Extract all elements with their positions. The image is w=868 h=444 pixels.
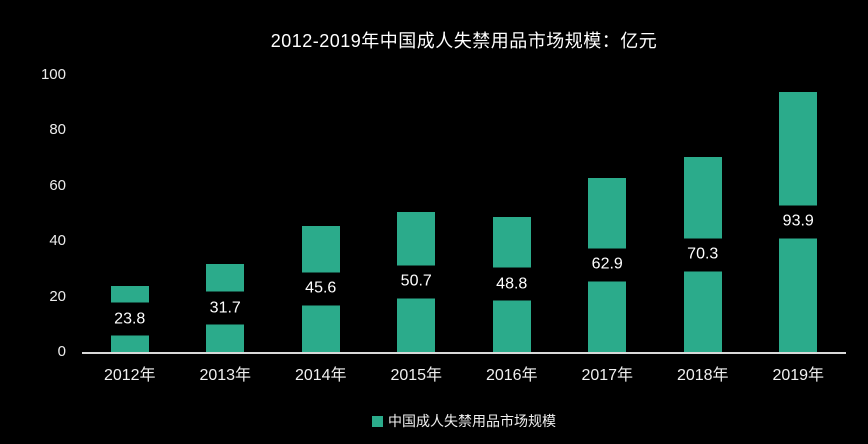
bar-label-band: 45.6 <box>300 272 341 306</box>
bar: 23.8 <box>109 286 150 352</box>
bar-label-band: 62.9 <box>587 248 628 282</box>
bar: 70.3 <box>682 157 723 352</box>
x-tick-label: 2018年 <box>676 367 729 384</box>
y-tick-label: 40 <box>49 232 66 250</box>
x-tick-label: 2014年 <box>294 367 347 384</box>
x-tick-label: 2016年 <box>485 367 538 384</box>
y-tick-label: 0 <box>57 343 66 360</box>
y-tick-label: 60 <box>49 176 66 194</box>
legend-swatch-icon <box>372 415 383 427</box>
bar-label-band: 50.7 <box>396 265 437 299</box>
bar: 93.9 <box>778 91 819 352</box>
y-tick-label: 20 <box>49 287 66 305</box>
plot-area: 23.8 31.7 45.6 50.7 48.8 62.9 70.3 93.9 <box>82 75 846 352</box>
bar-value-label: 31.7 <box>209 299 241 317</box>
x-tick-label: 2012年 <box>103 367 156 384</box>
bar: 62.9 <box>587 177 628 352</box>
bar-value-label: 70.3 <box>687 245 719 263</box>
x-axis-labels: 2012年 2013年 2014年 2015年 2016年 2017年 2018年 2019年 <box>82 366 846 386</box>
x-tick-label: 2019年 <box>772 367 825 384</box>
bar-label-band: 93.9 <box>778 205 819 239</box>
bar-label-band: 48.8 <box>491 267 532 301</box>
bar: 50.7 <box>396 211 437 352</box>
y-tick-label: 80 <box>49 121 66 139</box>
x-tick-label: 2017年 <box>581 367 634 384</box>
bar-value-label: 23.8 <box>114 310 146 328</box>
bar-value-label: 45.6 <box>305 279 337 297</box>
legend-series-label: 中国成人失禁用品市场规模 <box>388 413 556 429</box>
bar-label-band: 70.3 <box>682 238 723 272</box>
x-tick-label: 2013年 <box>199 367 252 384</box>
bar-value-label: 93.9 <box>782 212 814 230</box>
bar: 45.6 <box>300 225 341 352</box>
bar-label-band: 31.7 <box>205 291 246 325</box>
bar: 31.7 <box>205 264 246 352</box>
chart-title: 2012-2019年中国成人失禁用品市场规模：亿元 <box>270 31 658 51</box>
legend: 中国成人失禁用品市场规模 <box>82 411 846 431</box>
x-axis-line <box>82 352 846 354</box>
y-tick-label: 100 <box>40 66 66 83</box>
bar-value-label: 48.8 <box>496 275 528 293</box>
bar-value-label: 50.7 <box>400 272 432 290</box>
bar-value-label: 62.9 <box>591 255 623 273</box>
bar: 48.8 <box>491 216 532 352</box>
bar-label-band: 23.8 <box>109 302 150 336</box>
x-tick-label: 2015年 <box>390 367 443 384</box>
